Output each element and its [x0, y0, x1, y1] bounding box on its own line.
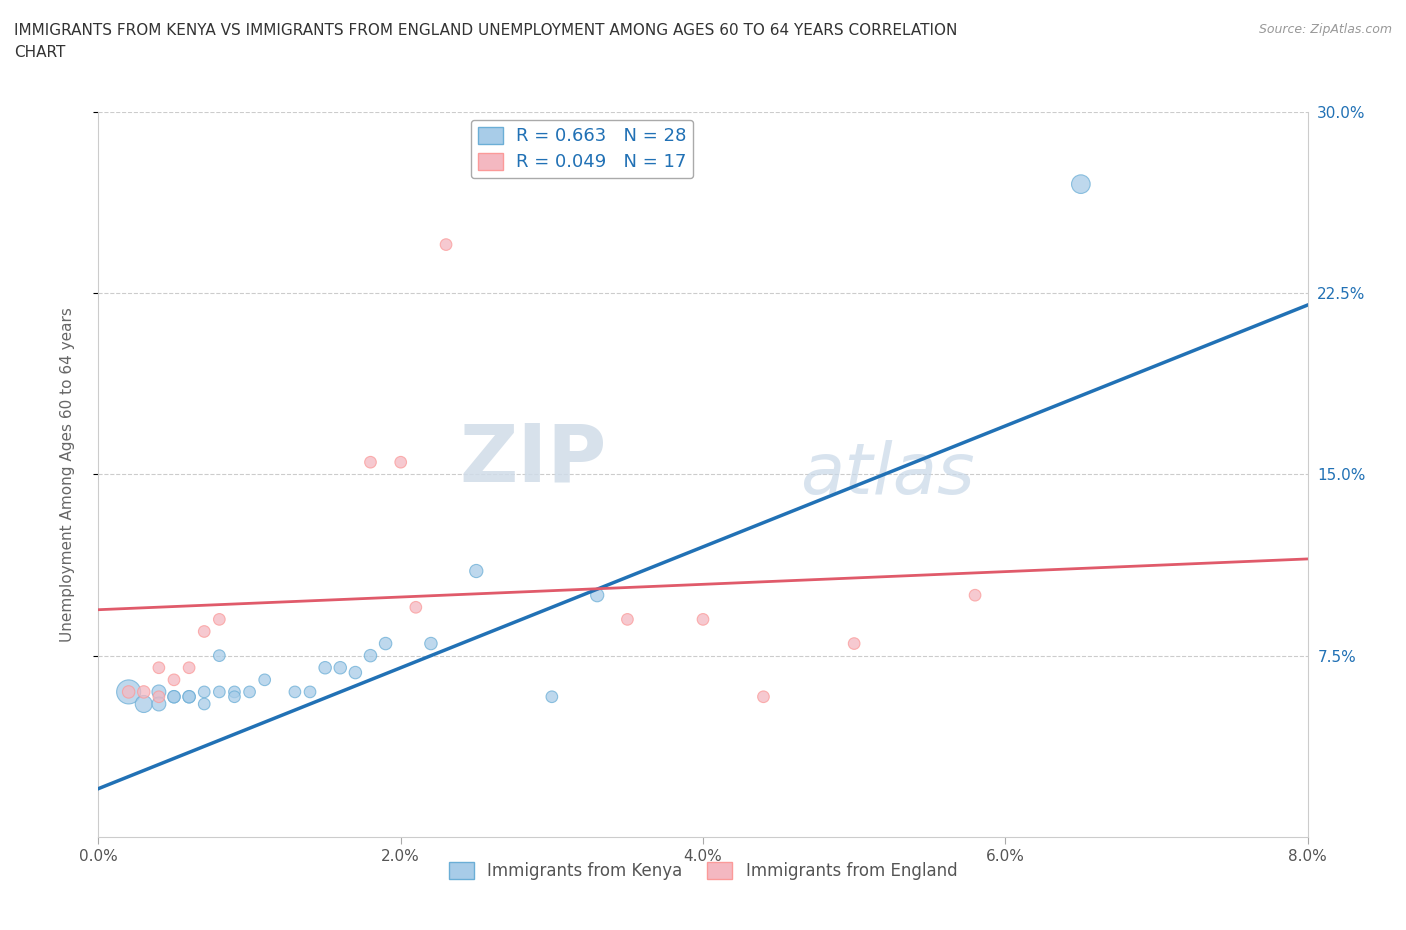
Point [163, 689, 186, 704]
Point [344, 665, 367, 680]
Point [163, 672, 186, 687]
Point [752, 689, 775, 704]
Point [148, 660, 170, 675]
Point [586, 588, 609, 603]
Point [616, 612, 638, 627]
Point [208, 612, 231, 627]
Point [118, 684, 141, 699]
Legend: Immigrants from Kenya, Immigrants from England: Immigrants from Kenya, Immigrants from E… [441, 856, 965, 886]
Point [224, 689, 246, 704]
Text: atlas: atlas [800, 440, 974, 509]
Point [148, 684, 170, 699]
Point [434, 237, 457, 252]
Point [1070, 177, 1092, 192]
Point [465, 564, 488, 578]
Point [132, 697, 155, 711]
Text: Source: ZipAtlas.com: Source: ZipAtlas.com [1258, 23, 1392, 36]
Point [405, 600, 427, 615]
Point [299, 684, 322, 699]
Y-axis label: Unemployment Among Ages 60 to 64 years: Unemployment Among Ages 60 to 64 years [60, 307, 75, 642]
Text: CHART: CHART [14, 45, 66, 60]
Point [148, 689, 170, 704]
Point [163, 689, 186, 704]
Text: ZIP: ZIP [458, 420, 606, 498]
Point [224, 684, 246, 699]
Point [118, 684, 141, 699]
Point [844, 636, 866, 651]
Point [239, 684, 262, 699]
Point [540, 689, 562, 704]
Point [193, 697, 215, 711]
Point [148, 697, 170, 711]
Point [253, 672, 276, 687]
Point [965, 588, 987, 603]
Point [179, 660, 201, 675]
Text: IMMIGRANTS FROM KENYA VS IMMIGRANTS FROM ENGLAND UNEMPLOYMENT AMONG AGES 60 TO 6: IMMIGRANTS FROM KENYA VS IMMIGRANTS FROM… [14, 23, 957, 38]
Point [692, 612, 714, 627]
Point [208, 684, 231, 699]
Point [420, 636, 443, 651]
Point [360, 455, 382, 470]
Point [179, 689, 201, 704]
Point [208, 648, 231, 663]
Point [193, 624, 215, 639]
Point [360, 648, 382, 663]
Point [374, 636, 396, 651]
Point [314, 660, 336, 675]
Point [132, 684, 155, 699]
Point [329, 660, 352, 675]
Point [284, 684, 307, 699]
Point [389, 455, 412, 470]
Point [193, 684, 215, 699]
Point [179, 689, 201, 704]
